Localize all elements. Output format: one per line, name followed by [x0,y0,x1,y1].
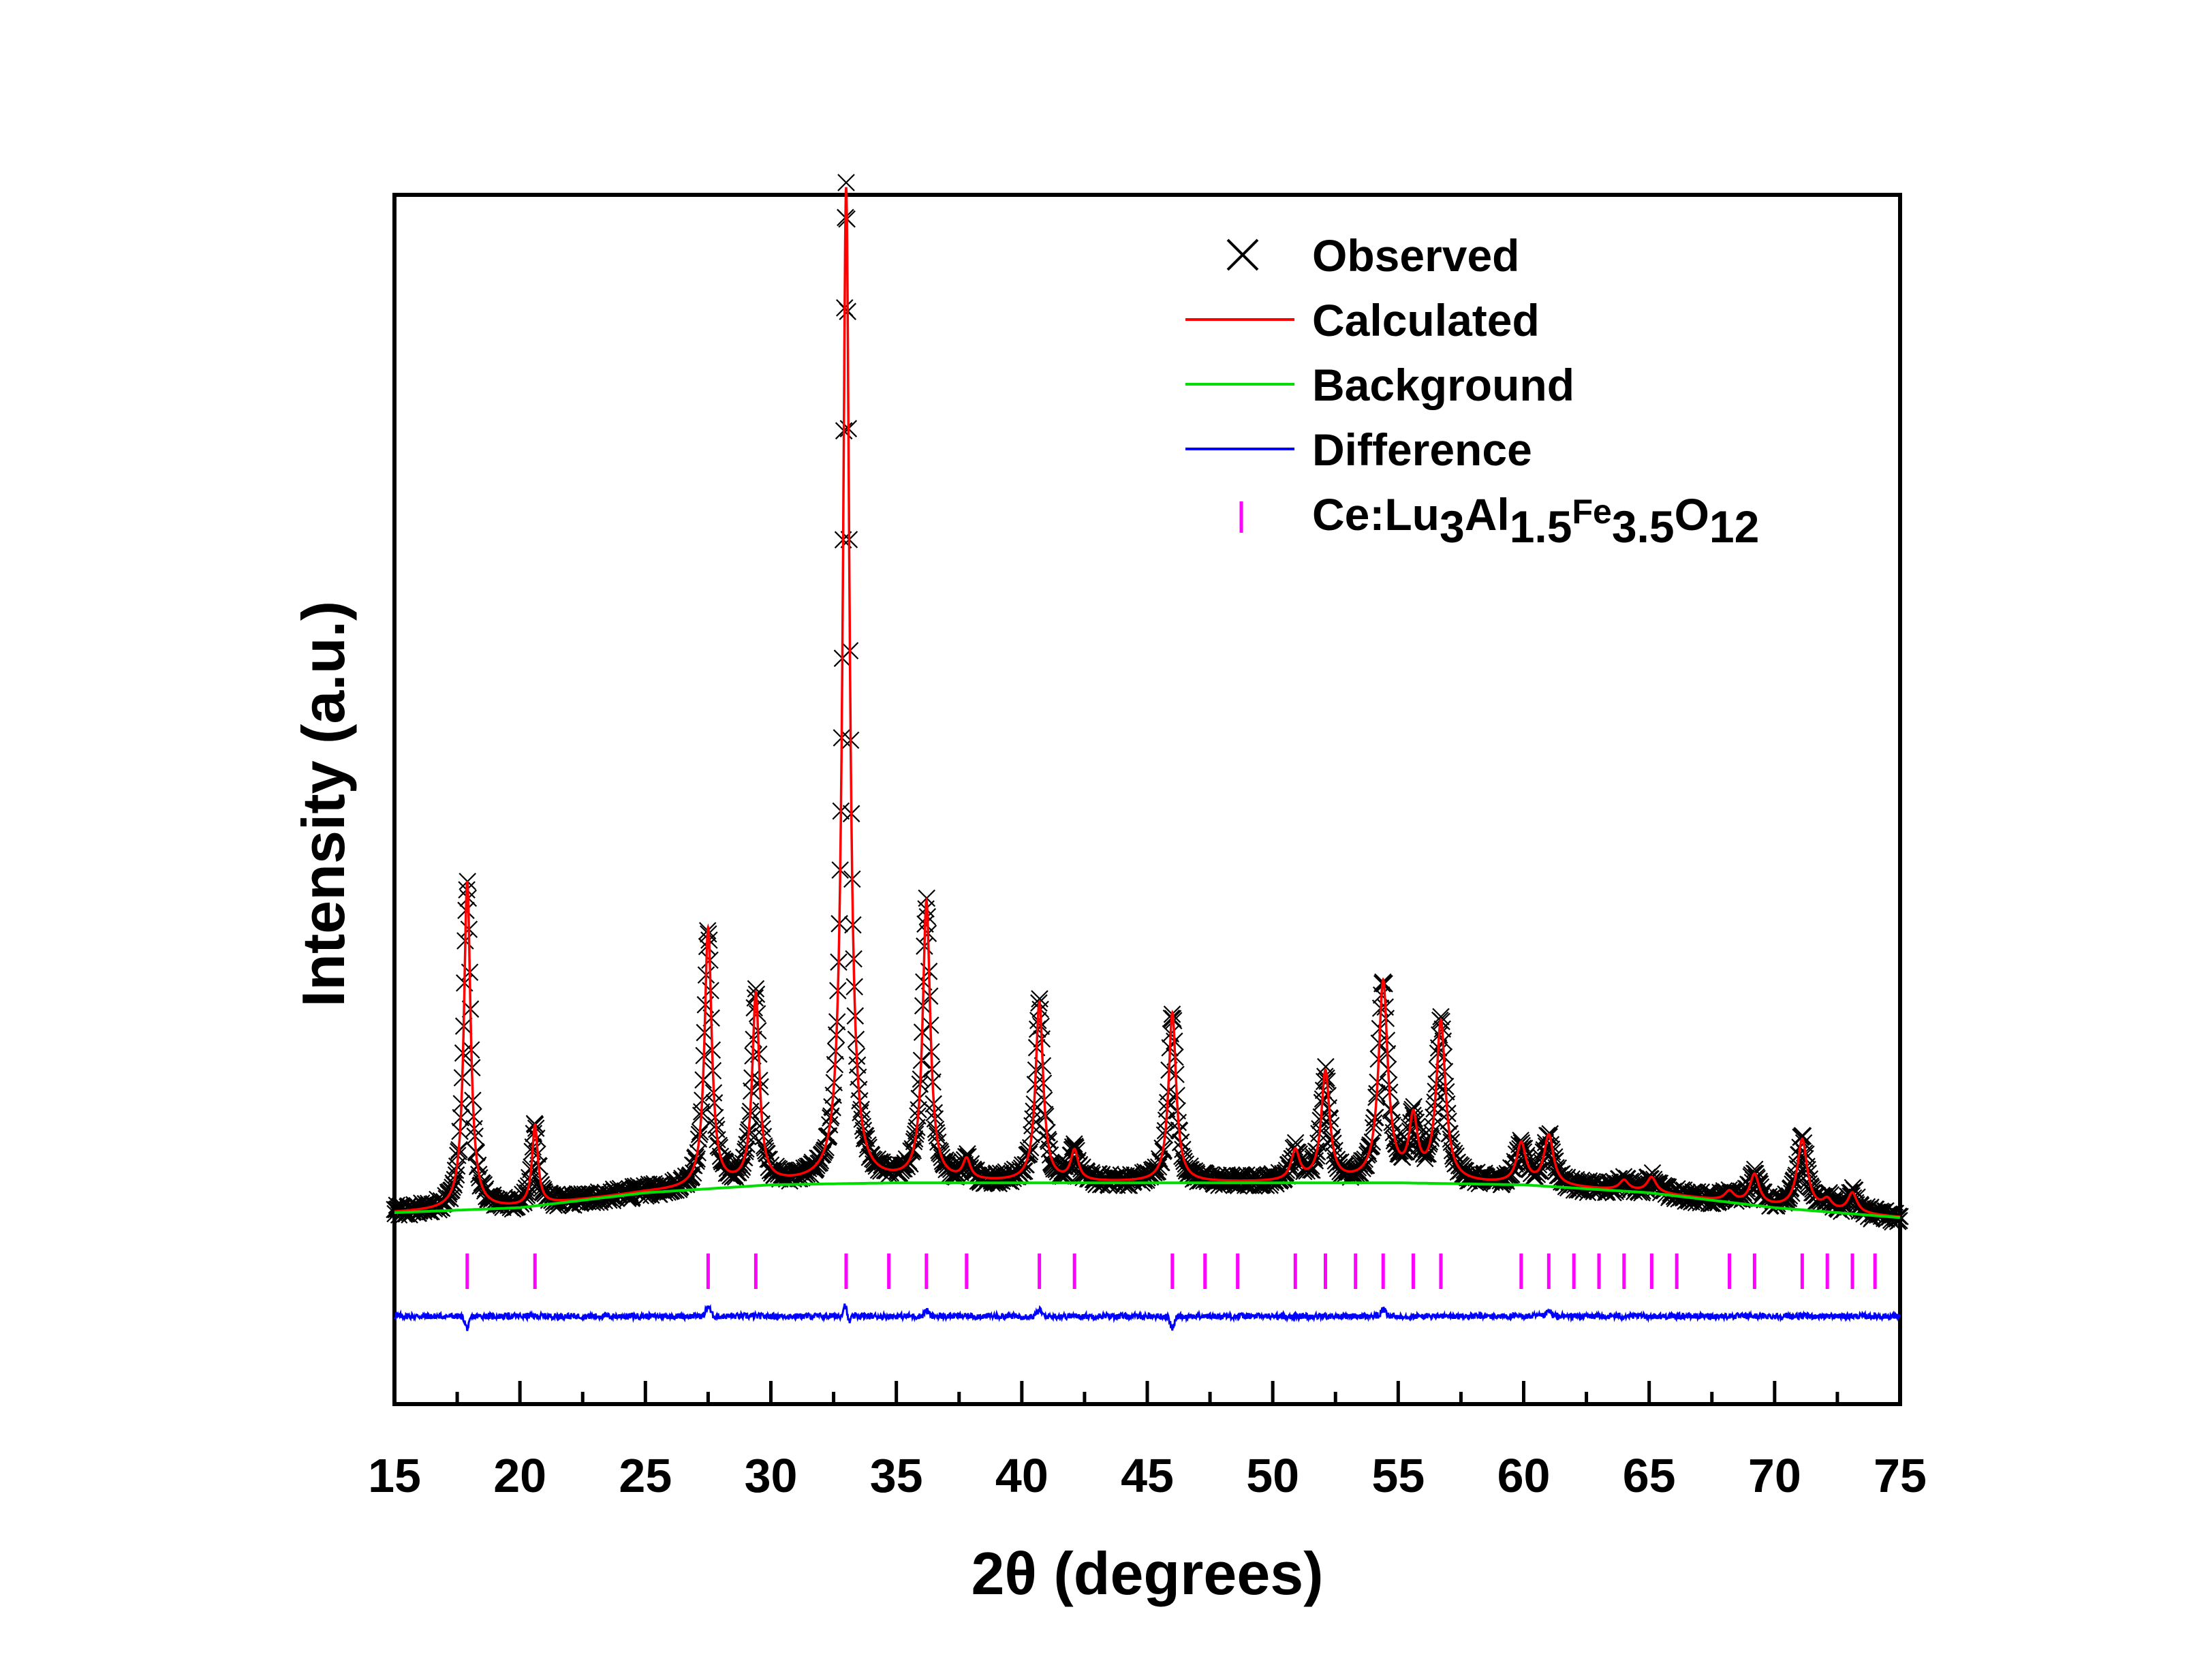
x-axis-label: 2θ (degrees) [971,1540,1323,1607]
observed-point [475,1176,493,1194]
x-tick-label: 35 [870,1449,923,1502]
calculated-series [394,187,1901,1218]
observed-series [386,174,1909,1231]
legend-phase-label: Ce:Lu3Al1.5Fe3.5O12 [1312,489,1759,552]
bragg-reflections [465,1254,1877,1289]
x-tick-label: 65 [1623,1449,1676,1502]
calculated-line [394,187,1901,1218]
x-tick-label: 45 [1121,1449,1174,1502]
difference-line [393,1303,1901,1331]
plot-frame [392,193,1902,1406]
x-tick-label: 25 [619,1449,672,1502]
legend-background-label: Background [1312,360,1574,410]
difference-series [393,1303,1901,1331]
x-tick-label: 40 [995,1449,1048,1502]
legend-observed-marker [1226,238,1259,271]
x-tick-label: 30 [745,1449,798,1502]
x-tick-label: 50 [1246,1449,1299,1502]
x-tick-label: 70 [1748,1449,1801,1502]
legend-observed-label: Observed [1312,230,1519,281]
legend: Observed Calculated Background Differenc… [1185,230,1759,552]
x-tick-label: 15 [368,1449,421,1502]
x-tick-label: 55 [1371,1449,1425,1502]
observed-point [732,1161,750,1179]
observed-point [433,1199,451,1217]
legend-calculated-label: Calculated [1312,295,1540,345]
observed-point [747,980,765,998]
x-tick-label: 75 [1874,1449,1927,1502]
x-tick-label: 60 [1497,1449,1551,1502]
x-axis-ticks: 15 20 25 30 35 40 45 50 55 60 65 70 75 [368,1381,1927,1502]
x-tick-label: 20 [493,1449,546,1502]
legend-difference-label: Difference [1312,424,1532,475]
y-axis-label: Intensity (a.u.) [290,601,357,1008]
observed-point [837,174,855,191]
